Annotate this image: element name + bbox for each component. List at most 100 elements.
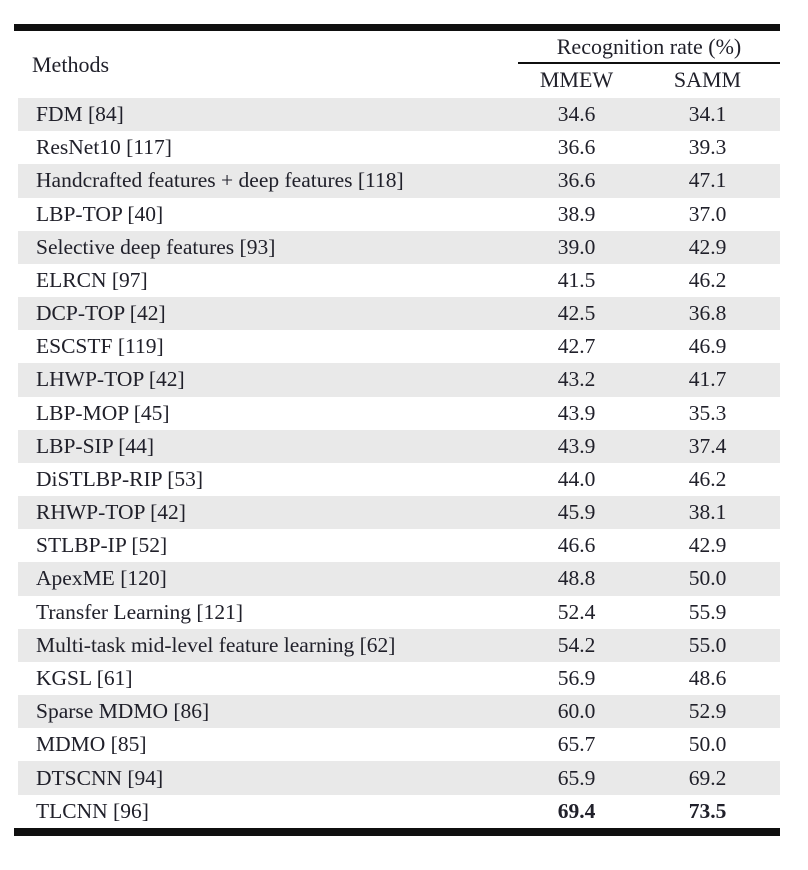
method-cell: LBP-SIP [44] — [36, 433, 155, 458]
method-cell: Selective deep features [93] — [36, 234, 276, 259]
method-cell: LBP-MOP [45] — [36, 400, 170, 425]
table-row: MDMO [85] 65.7 50.0 — [18, 728, 780, 761]
table-body: FDM [84] 34.6 34.1 ResNet10 [117] 36.6 3… — [14, 98, 780, 828]
samm-value-cell: 42.9 — [688, 533, 727, 558]
method-cell: LBP-TOP [40] — [36, 201, 164, 226]
samm-value-cell: 50.0 — [688, 566, 727, 591]
samm-value-cell: 42.9 — [688, 234, 727, 259]
method-cell: DTSCNN [94] — [36, 765, 164, 790]
samm-value-cell: 46.2 — [688, 466, 727, 491]
table-row: ESCSTF [119] 42.7 46.9 — [18, 330, 780, 363]
table-row: DCP-TOP [42] 42.5 36.8 — [18, 297, 780, 331]
mmew-value-cell: 65.7 — [557, 732, 596, 757]
method-cell: KGSL [61] — [36, 666, 133, 690]
column-header-mmew: MMEW — [539, 66, 614, 92]
mmew-value-cell: 34.6 — [557, 102, 596, 127]
mmew-value-cell: 42.7 — [557, 334, 596, 359]
samm-value-cell: 52.9 — [688, 699, 727, 724]
method-cell: ESCSTF [119] — [36, 334, 164, 359]
table-row: ResNet10 [117] 36.6 39.3 — [18, 131, 780, 164]
method-cell: LHWP-TOP [42] — [36, 367, 185, 392]
methods-column-header: Methods — [32, 51, 109, 77]
mmew-value-cell: 44.0 — [557, 466, 596, 491]
table-header: Methods Recognition rate (%) MMEW SAMM — [14, 31, 780, 98]
mmew-value-cell: 48.8 — [557, 566, 596, 591]
method-cell: DiSTLBP-RIP [53] — [36, 466, 204, 491]
method-cell: Multi-task mid-level feature learning [6… — [36, 632, 396, 657]
table-row: FDM [84] 34.6 34.1 — [18, 98, 780, 132]
method-cell: Handcrafted features + deep features [11… — [36, 168, 404, 193]
method-cell: ELRCN [97] — [36, 267, 148, 292]
samm-value-cell: 55.9 — [688, 599, 727, 624]
group-header-label: Recognition rate (%) — [518, 31, 780, 64]
mmew-value-cell: 65.9 — [557, 765, 596, 790]
sub-header-row: MMEW SAMM — [518, 64, 780, 95]
column-header-samm: SAMM — [673, 66, 742, 92]
table-row: Transfer Learning [121] 52.4 55.9 — [18, 596, 780, 629]
table-row: STLBP-IP [52] 46.6 42.9 — [18, 529, 780, 562]
table-row: LBP-TOP [40] 38.9 37.0 — [18, 198, 780, 231]
samm-value-cell: 46.9 — [688, 334, 727, 359]
mmew-value-cell: 41.5 — [557, 267, 596, 292]
method-cell: STLBP-IP [52] — [36, 533, 168, 558]
samm-value-cell: 34.1 — [688, 102, 727, 127]
samm-value-cell: 39.3 — [688, 135, 727, 160]
mmew-value-cell: 56.9 — [557, 666, 596, 690]
table-row: TLCNN [96] 69.4 73.5 — [18, 795, 780, 828]
method-cell: Sparse MDMO [86] — [36, 699, 210, 724]
method-cell: MDMO [85] — [36, 732, 147, 757]
mmew-value-cell: 52.4 — [557, 599, 596, 624]
mmew-value-cell: 60.0 — [557, 699, 596, 724]
table-row: LHWP-TOP [42] 43.2 41.7 — [18, 363, 780, 397]
method-cell: ResNet10 [117] — [36, 135, 172, 160]
samm-value-cell: 48.6 — [688, 666, 727, 690]
table-row: RHWP-TOP [42] 45.9 38.1 — [18, 496, 780, 530]
method-cell: RHWP-TOP [42] — [36, 500, 186, 525]
samm-value-cell: 37.0 — [688, 201, 727, 226]
mmew-value-cell: 36.6 — [557, 135, 596, 160]
samm-value-cell: 50.0 — [688, 732, 727, 757]
table-row: Handcrafted features + deep features [11… — [18, 164, 780, 198]
mmew-value-cell: 42.5 — [557, 301, 596, 326]
table-row: ApexME [120] 48.8 50.0 — [18, 562, 780, 596]
table-row: Multi-task mid-level feature learning [6… — [18, 628, 780, 662]
samm-value-cell: 55.0 — [688, 632, 727, 657]
samm-value-cell: 35.3 — [688, 400, 727, 425]
table-top-rule — [14, 24, 780, 31]
samm-value-cell: 36.8 — [688, 301, 727, 326]
table-row: KGSL [61] 56.9 48.6 — [18, 662, 780, 695]
mmew-value-cell: 43.2 — [557, 367, 596, 392]
samm-value-cell: 46.2 — [688, 267, 727, 292]
mmew-value-cell: 54.2 — [557, 632, 596, 657]
table-row: ELRCN [97] 41.5 46.2 — [18, 264, 780, 297]
table-bottom-rule — [14, 827, 780, 836]
method-cell: TLCNN [96] — [36, 798, 149, 823]
mmew-value-cell: 43.9 — [557, 433, 596, 458]
method-cell: FDM [84] — [36, 102, 124, 127]
recognition-rate-group-header: Recognition rate (%) MMEW SAMM — [518, 31, 780, 95]
samm-value-cell: 73.5 — [688, 798, 727, 823]
samm-value-cell: 41.7 — [688, 367, 727, 392]
samm-value-cell: 47.1 — [688, 168, 727, 193]
method-cell: Transfer Learning [121] — [36, 599, 243, 624]
table-row: LBP-SIP [44] 43.9 37.4 — [18, 429, 780, 463]
samm-value-cell: 38.1 — [688, 500, 727, 525]
samm-value-cell: 69.2 — [688, 765, 727, 790]
mmew-value-cell: 39.0 — [557, 234, 596, 259]
mmew-value-cell: 46.6 — [557, 533, 596, 558]
samm-value-cell: 37.4 — [688, 433, 727, 458]
method-cell: ApexME [120] — [36, 566, 167, 591]
table-row: Sparse MDMO [86] 60.0 52.9 — [18, 695, 780, 729]
mmew-value-cell: 38.9 — [557, 201, 596, 226]
table-row: LBP-MOP [45] 43.9 35.3 — [18, 397, 780, 430]
method-cell: DCP-TOP [42] — [36, 301, 166, 326]
results-table: Methods Recognition rate (%) MMEW SAMM F… — [14, 24, 780, 836]
table-row: DTSCNN [94] 65.9 69.2 — [18, 761, 780, 795]
mmew-value-cell: 43.9 — [557, 400, 596, 425]
table-row: DiSTLBP-RIP [53] 44.0 46.2 — [18, 463, 780, 496]
mmew-value-cell: 45.9 — [557, 500, 596, 525]
mmew-value-cell: 36.6 — [557, 168, 596, 193]
table-row: Selective deep features [93] 39.0 42.9 — [18, 230, 780, 264]
mmew-value-cell: 69.4 — [557, 798, 596, 823]
